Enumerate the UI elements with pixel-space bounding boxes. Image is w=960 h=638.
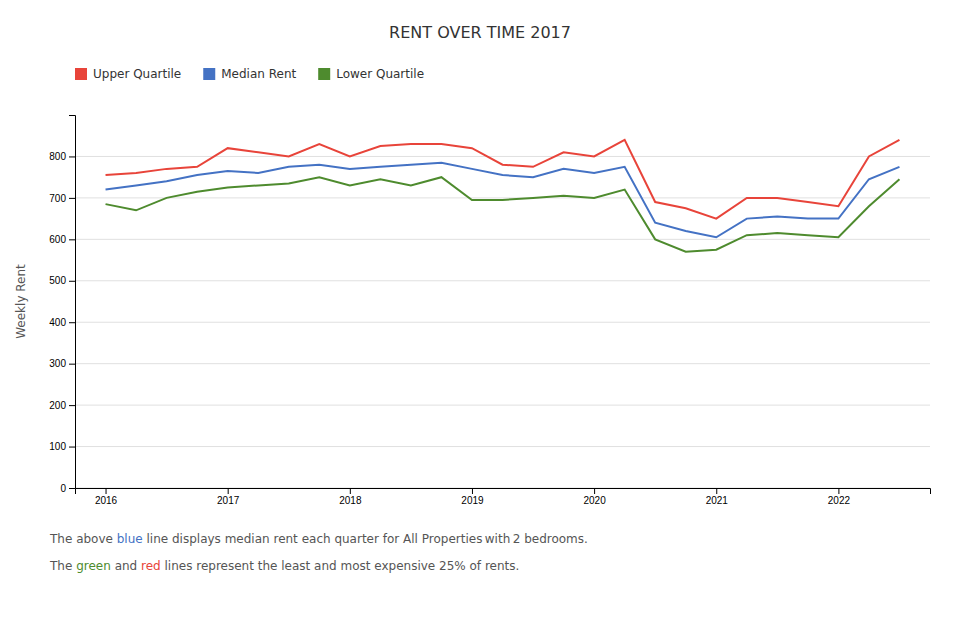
y-axis: 0 100 200 300 400 500 600 700 800	[49, 116, 75, 494]
y-tick-label: 200	[49, 400, 66, 411]
annotation: The green and red lines represent the le…	[49, 559, 519, 573]
x-tick: 2022	[828, 488, 851, 506]
legend-label: Median Rent	[221, 67, 296, 81]
x-tick-mark	[594, 488, 595, 494]
y-axis-title: Weekly Rent	[14, 264, 28, 339]
y-tick: 0	[60, 483, 75, 494]
x-tick-mark	[472, 488, 473, 494]
y-tick: 500	[49, 275, 75, 286]
y-tick-label: 400	[49, 317, 66, 328]
y-axis-line	[69, 116, 76, 489]
legend: Upper Quartile Median Rent Lower Quartile	[75, 67, 424, 81]
x-tick-label: 2016	[95, 495, 118, 506]
x-tick: 2021	[706, 488, 729, 506]
annotation-part: The	[49, 559, 76, 573]
x-tick: 2018	[339, 488, 362, 506]
grid-line	[75, 405, 930, 406]
x-tick-mark	[228, 488, 229, 494]
y-tick-mark	[69, 239, 75, 240]
legend-item: Lower Quartile	[318, 67, 424, 81]
y-tick-mark	[69, 281, 75, 282]
y-tick-mark	[69, 488, 75, 489]
y-tick-mark	[69, 447, 75, 448]
y-tick: 800	[49, 151, 75, 162]
x-tick-label: 2020	[583, 495, 606, 506]
x-tick-mark	[106, 488, 107, 494]
grid-line	[75, 446, 930, 447]
y-tick-label: 300	[49, 358, 66, 369]
grid-line	[75, 280, 930, 281]
x-tick-label: 2021	[706, 495, 729, 506]
lines	[106, 140, 900, 252]
y-tick-mark	[69, 364, 75, 365]
y-tick: 400	[49, 317, 75, 328]
y-tick-label: 100	[49, 441, 66, 452]
y-tick-mark	[69, 156, 75, 157]
x-tick-mark	[350, 488, 351, 494]
legend-item: Upper Quartile	[75, 67, 181, 81]
annotation-part: bedrooms.	[520, 532, 588, 546]
annotation-part: blue	[117, 532, 143, 546]
x-tick: 2020	[583, 488, 606, 506]
y-tick: 700	[49, 193, 75, 204]
x-axis: 2016 2017 2018 2019 2020 2021 2022	[76, 488, 931, 506]
annotation-part: with	[482, 532, 512, 546]
x-tick-mark	[716, 488, 717, 494]
annotation-part: The above	[49, 532, 117, 546]
y-tick-mark	[69, 198, 75, 199]
annotation-part: 2	[513, 532, 521, 546]
x-tick-label: 2019	[461, 495, 484, 506]
y-tick: 300	[49, 358, 75, 369]
y-tick: 200	[49, 400, 75, 411]
legend-label: Lower Quartile	[336, 67, 424, 81]
annotation-part: red	[141, 559, 161, 573]
x-axis-line	[76, 489, 931, 495]
annotation-part: and	[111, 559, 141, 573]
x-tick-label: 2022	[828, 495, 851, 506]
y-tick-label: 600	[49, 234, 66, 245]
x-tick-mark	[838, 488, 839, 494]
grid-line	[75, 197, 930, 198]
y-tick-label: 500	[49, 275, 66, 286]
y-tick-mark	[69, 405, 75, 406]
plot-area: 2016 2017 2018 2019 2020 2021 2022 0 100 200 300 40…	[49, 116, 930, 507]
annotation-part: lines represent the least and most expen…	[161, 559, 520, 573]
chart: 2016 2017 2018 2019 2020 2021 2022 0 100 200 300 40…	[0, 0, 960, 638]
legend-swatch	[318, 68, 330, 80]
y-tick-label: 0	[60, 483, 66, 494]
grid-line	[75, 363, 930, 364]
legend-swatch	[203, 68, 215, 80]
grid-line	[75, 239, 930, 240]
legend-swatch	[75, 68, 87, 80]
annotation-part: green	[76, 559, 111, 573]
title: RENT OVER TIME 2017	[389, 23, 571, 42]
x-tick: 2016	[95, 488, 118, 506]
y-tick: 100	[49, 441, 75, 452]
x-tick-label: 2018	[339, 495, 362, 506]
legend-label: Upper Quartile	[93, 67, 181, 81]
x-tick: 2019	[461, 488, 484, 506]
y-tick-mark	[69, 322, 75, 323]
x-tick: 2017	[217, 488, 240, 506]
y-tick-label: 700	[49, 193, 66, 204]
annotation-part: line displays median rent each quarter f…	[143, 532, 403, 546]
y-tick-label: 800	[49, 151, 66, 162]
grid-line	[75, 322, 930, 323]
y-tick: 600	[49, 234, 75, 245]
series-line	[106, 177, 900, 252]
x-tick-label: 2017	[217, 495, 240, 506]
grid	[75, 156, 930, 488]
annotation-part: All Properties	[403, 532, 482, 546]
series-line	[106, 140, 900, 219]
grid-line	[75, 156, 930, 157]
annotation: The above blue line displays median rent…	[49, 532, 588, 546]
legend-item: Median Rent	[203, 67, 296, 81]
